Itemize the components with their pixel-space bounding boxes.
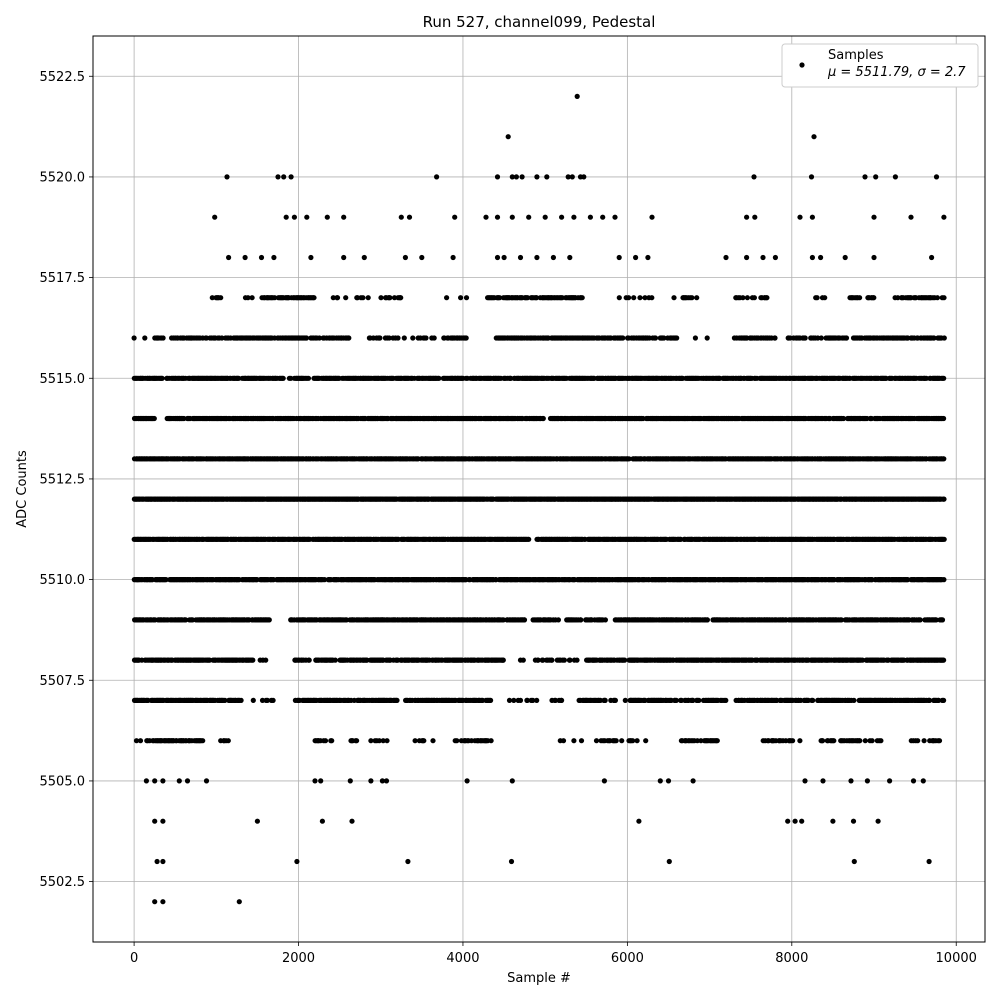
sample-points	[131, 93, 947, 905]
sample-point	[626, 456, 632, 462]
sample-point	[840, 415, 847, 422]
sample-point	[236, 375, 242, 381]
sample-point	[521, 617, 528, 623]
sample-point	[941, 496, 947, 502]
sample-point	[436, 375, 442, 381]
sample-point	[941, 536, 947, 542]
sample-point	[266, 617, 272, 623]
sample-point	[540, 415, 546, 422]
sample-point	[555, 617, 562, 623]
sample-point	[280, 375, 286, 381]
sample-point	[941, 375, 947, 381]
sample-point	[941, 577, 947, 583]
sample-point	[941, 456, 947, 462]
sample-point	[526, 536, 532, 542]
chart-title: Run 527, channel099, Pedestal	[423, 13, 656, 31]
sample-point	[305, 375, 312, 381]
sample-point	[288, 375, 294, 381]
sample-point	[941, 415, 947, 422]
sample-point	[151, 415, 157, 422]
sample-point	[159, 375, 165, 381]
